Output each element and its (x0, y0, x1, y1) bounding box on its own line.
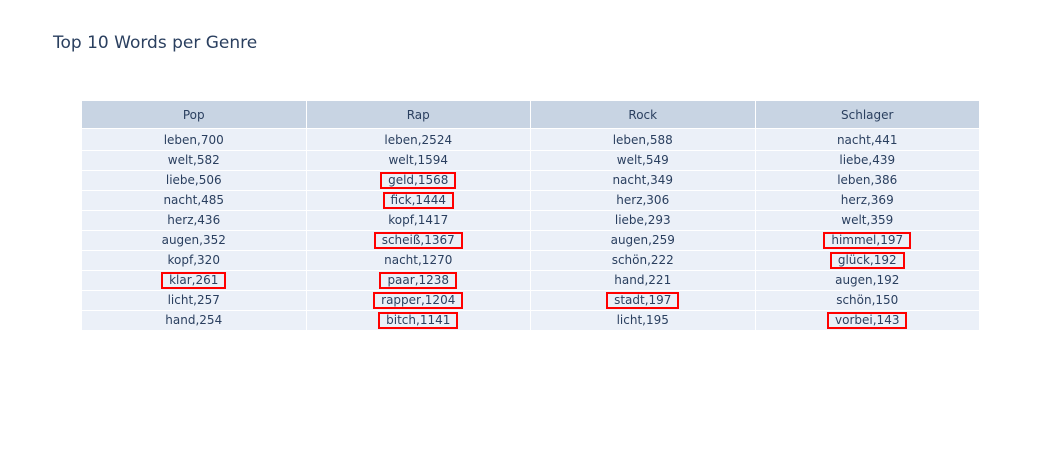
cell-value: hand,254 (165, 313, 223, 327)
table-cell-pop: liebe,506 (81, 170, 307, 191)
table-cell-rap: scheiß,1367 (305, 230, 531, 251)
cell-value: leben,588 (612, 133, 673, 147)
cell-value: augen,192 (835, 273, 900, 287)
cell-value: licht,257 (167, 293, 220, 307)
table-cell-rock: liebe,293 (530, 210, 756, 231)
cell-value: welt,1594 (388, 153, 449, 167)
table-cell-rock: leben,588 (530, 128, 756, 151)
table-cell-rock: hand,221 (530, 270, 756, 291)
highlighted-cell-value: vorbei,143 (827, 312, 908, 329)
words-table: Pop Rap Rock Schlager leben,700 leben,252… (81, 100, 980, 331)
cell-value: leben,700 (163, 133, 224, 147)
header-row: Pop Rap Rock Schlager (81, 100, 980, 129)
table-row: hand,254 bitch,1141 licht,195 vorbei,143 (81, 310, 980, 331)
table-cell-pop: herz,436 (81, 210, 307, 231)
table-cell-rock: welt,549 (530, 150, 756, 171)
table-cell-rap: leben,2524 (305, 128, 531, 151)
table-cell-pop: hand,254 (81, 310, 307, 331)
table-cell-pop: leben,700 (81, 128, 307, 151)
cell-value: liebe,506 (165, 173, 222, 187)
cell-value: nacht,485 (163, 193, 225, 207)
cell-value: schön,150 (836, 293, 899, 307)
cell-value: liebe,293 (614, 213, 671, 227)
column-header-rock: Rock (530, 100, 756, 129)
table-cell-rap: bitch,1141 (305, 310, 531, 331)
table-cell-schlager: nacht,441 (754, 128, 980, 151)
table-cell-rock: stadt,197 (530, 290, 756, 311)
table-cell-rock: licht,195 (530, 310, 756, 331)
cell-value: nacht,441 (836, 133, 898, 147)
table-cell-schlager: vorbei,143 (754, 310, 980, 331)
table-row: klar,261 paar,1238 hand,221 augen,192 (81, 270, 980, 291)
cell-value: welt,582 (167, 153, 220, 167)
chart-title: Top 10 Words per Genre (53, 33, 258, 53)
table-row: kopf,320 nacht,1270 schön,222 glück,192 (81, 250, 980, 271)
table-cell-schlager: himmel,197 (754, 230, 980, 251)
column-header-pop: Pop (81, 100, 307, 129)
table-row: nacht,485 fick,1444 herz,306 herz,369 (81, 190, 980, 211)
table-row: licht,257 rapper,1204 stadt,197 schön,150 (81, 290, 980, 311)
cell-value: nacht,349 (612, 173, 674, 187)
highlighted-cell-value: fick,1444 (382, 192, 454, 209)
highlighted-cell-value: klar,261 (161, 272, 227, 289)
table-cell-pop: kopf,320 (81, 250, 307, 271)
words-table-container: Pop Rap Rock Schlager leben,700 leben,252… (81, 100, 980, 331)
table-cell-rap: rapper,1204 (305, 290, 531, 311)
table-cell-pop: licht,257 (81, 290, 307, 311)
highlighted-cell-value: rapper,1204 (373, 292, 464, 309)
cell-value: licht,195 (616, 313, 669, 327)
cell-value: kopf,1417 (388, 213, 449, 227)
table-cell-pop: klar,261 (81, 270, 307, 291)
cell-value: liebe,439 (839, 153, 896, 167)
cell-value: herz,306 (616, 193, 670, 207)
column-header-schlager: Schlager (754, 100, 980, 129)
table-body: leben,700 leben,2524 leben,588 nacht,441 wel… (81, 128, 980, 331)
cell-value: augen,259 (610, 233, 675, 247)
cell-value: leben,386 (837, 173, 898, 187)
cell-value: schön,222 (611, 253, 674, 267)
table-cell-pop: nacht,485 (81, 190, 307, 211)
highlighted-cell-value: himmel,197 (823, 232, 912, 249)
table-cell-pop: welt,582 (81, 150, 307, 171)
cell-value: herz,436 (167, 213, 221, 227)
table-cell-schlager: leben,386 (754, 170, 980, 191)
highlighted-cell-value: stadt,197 (606, 292, 680, 309)
cell-value: welt,549 (616, 153, 669, 167)
table-cell-schlager: welt,359 (754, 210, 980, 231)
table-cell-rock: schön,222 (530, 250, 756, 271)
table-cell-rock: herz,306 (530, 190, 756, 211)
cell-value: nacht,1270 (384, 253, 453, 267)
table-row: leben,700 leben,2524 leben,588 nacht,441 (81, 128, 980, 151)
table-cell-rap: kopf,1417 (305, 210, 531, 231)
cell-value: hand,221 (614, 273, 672, 287)
table-row: welt,582 welt,1594 welt,549 liebe,439 (81, 150, 980, 171)
highlighted-cell-value: geld,1568 (380, 172, 457, 189)
cell-value: welt,359 (841, 213, 894, 227)
table-cell-rap: geld,1568 (305, 170, 531, 191)
table-cell-rap: fick,1444 (305, 190, 531, 211)
table-cell-rock: nacht,349 (530, 170, 756, 191)
highlighted-cell-value: glück,192 (829, 252, 905, 269)
table-cell-schlager: herz,369 (754, 190, 980, 211)
table-cell-rock: augen,259 (530, 230, 756, 251)
column-header-rap: Rap (305, 100, 531, 129)
table-row: herz,436 kopf,1417 liebe,293 welt,359 (81, 210, 980, 231)
cell-value: herz,369 (840, 193, 894, 207)
table-cell-rap: paar,1238 (305, 270, 531, 291)
table-cell-schlager: glück,192 (754, 250, 980, 271)
table-row: liebe,506 geld,1568 nacht,349 leben,386 (81, 170, 980, 191)
table-cell-schlager: augen,192 (754, 270, 980, 291)
highlighted-cell-value: scheiß,1367 (373, 232, 463, 249)
table-cell-schlager: liebe,439 (754, 150, 980, 171)
table-cell-pop: augen,352 (81, 230, 307, 251)
table-row: augen,352 scheiß,1367 augen,259 himmel,197 (81, 230, 980, 251)
highlighted-cell-value: bitch,1141 (378, 312, 459, 329)
cell-value: leben,2524 (384, 133, 453, 147)
table-cell-schlager: schön,150 (754, 290, 980, 311)
table-cell-rap: nacht,1270 (305, 250, 531, 271)
table-cell-rap: welt,1594 (305, 150, 531, 171)
highlighted-cell-value: paar,1238 (379, 272, 458, 289)
cell-value: augen,352 (161, 233, 226, 247)
cell-value: kopf,320 (167, 253, 220, 267)
